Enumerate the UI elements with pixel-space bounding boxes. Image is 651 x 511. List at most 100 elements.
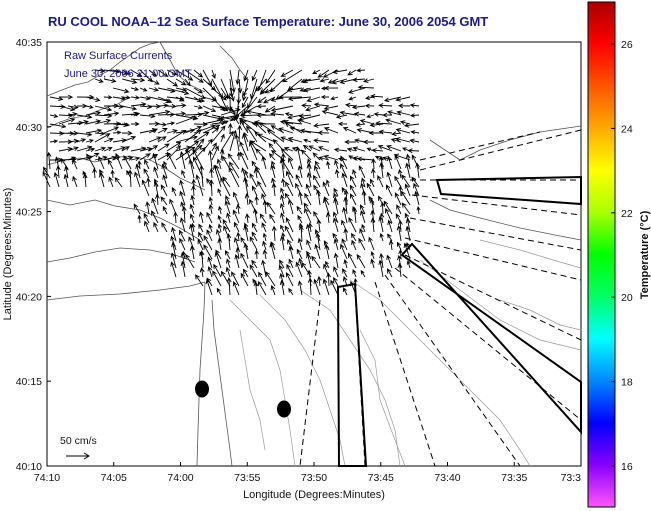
- colorbar-tick-label: 22: [621, 208, 633, 220]
- current-vector: [284, 112, 294, 117]
- current-vector: [227, 153, 240, 170]
- x-tick-label: 74:10: [34, 472, 60, 484]
- y-tick-label: 40:20: [16, 291, 42, 303]
- current-vector: [312, 69, 321, 75]
- current-vector: [280, 187, 285, 197]
- current-vector: [342, 206, 348, 224]
- current-vector: [224, 200, 231, 215]
- colorbar-tick-label: 26: [621, 39, 633, 51]
- current-vector: [342, 275, 348, 287]
- radar-range-lines: [299, 129, 582, 467]
- current-vector: [191, 185, 196, 197]
- current-vector: [103, 111, 120, 116]
- current-vector: [394, 192, 402, 206]
- current-vector: [320, 94, 329, 100]
- current-vector: [251, 259, 258, 269]
- current-vector: [148, 145, 159, 152]
- current-vector: [348, 96, 357, 101]
- current-vector: [333, 276, 339, 287]
- current-vector: [49, 123, 67, 129]
- current-vector: [270, 105, 294, 113]
- current-vector: [325, 179, 330, 188]
- current-vector: [333, 266, 339, 278]
- current-vector: [333, 187, 339, 197]
- current-vector: [98, 155, 105, 170]
- current-vector: [282, 69, 303, 83]
- current-vector: [334, 168, 340, 179]
- current-vector: [396, 204, 402, 215]
- current-vector: [229, 87, 235, 102]
- current-vector: [202, 124, 221, 134]
- current-vector: [249, 264, 258, 278]
- current-vector: [286, 263, 294, 278]
- current-vector: [386, 144, 402, 152]
- current-vector: [94, 131, 106, 136]
- current-vector: [121, 69, 132, 75]
- current-vector: [383, 96, 402, 103]
- current-vector: [171, 241, 177, 260]
- current-vector: [404, 122, 420, 128]
- current-vector: [340, 243, 348, 260]
- current-vector: [403, 242, 411, 260]
- current-vector: [217, 223, 222, 233]
- current-vector: [409, 103, 420, 108]
- current-vector: [246, 109, 267, 116]
- current-vector: [278, 264, 285, 278]
- current-vector: [318, 156, 330, 161]
- current-vector: [67, 138, 80, 144]
- current-vector: [166, 111, 187, 117]
- current-vector: [268, 153, 276, 161]
- current-vector: [313, 102, 330, 108]
- current-vector: [227, 122, 233, 134]
- current-vector: [76, 120, 89, 125]
- current-vector: [259, 213, 267, 224]
- current-vector: [302, 87, 321, 93]
- current-vector: [332, 69, 348, 75]
- current-vector: [193, 131, 210, 143]
- current-vector: [386, 254, 393, 269]
- current-vector: [401, 190, 411, 206]
- figure-title: RU COOL NOAA–12 Sea Surface Temperature:…: [48, 14, 488, 29]
- current-vector: [330, 96, 339, 101]
- current-vector: [195, 274, 204, 287]
- current-vector: [232, 209, 240, 224]
- x-tick-label: 73:3: [561, 472, 582, 484]
- current-vector: [244, 213, 250, 224]
- current-vector: [387, 110, 402, 116]
- current-vector: [287, 96, 312, 102]
- current-vector: [130, 156, 141, 162]
- current-vector: [160, 184, 168, 197]
- current-vector: [218, 205, 223, 215]
- current-vector: [166, 151, 177, 170]
- current-vector: [371, 148, 384, 153]
- current-vector: [92, 167, 97, 179]
- current-vector: [266, 129, 285, 143]
- y-axis: 40:35 40:30 40:25 40:20 40:15 40:10: [16, 37, 51, 473]
- current-vector: [170, 261, 177, 278]
- current-vector: [295, 174, 303, 188]
- current-vector: [368, 236, 375, 251]
- current-vector: [133, 203, 141, 215]
- current-vector: [283, 146, 294, 152]
- current-vector: [285, 217, 294, 233]
- current-vector: [193, 138, 205, 152]
- current-vector: [166, 69, 178, 76]
- y-tick-label: 40:35: [16, 37, 42, 49]
- current-vector: [296, 248, 303, 260]
- current-vector: [342, 268, 348, 278]
- current-vector: [110, 169, 115, 179]
- colorbar-gradient: [587, 1, 616, 508]
- current-vector: [160, 196, 168, 206]
- current-vector: [237, 124, 243, 143]
- current-vector: [284, 122, 303, 134]
- current-vector: [143, 212, 150, 224]
- current-vector: [211, 69, 216, 79]
- current-vector: [280, 69, 294, 77]
- current-vector: [239, 151, 249, 170]
- current-vector: [297, 214, 303, 224]
- current-vector: [157, 122, 168, 127]
- current-vector: [406, 260, 411, 269]
- colorbar-tick-label: 20: [621, 292, 633, 304]
- current-vector: [235, 246, 241, 260]
- current-vector: [157, 96, 173, 104]
